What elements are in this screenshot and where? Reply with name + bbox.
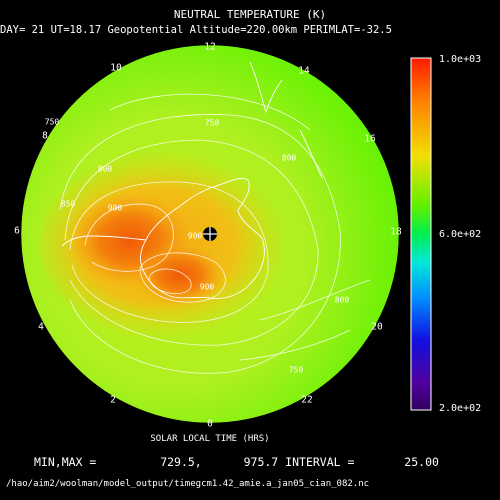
lt-label-16: 16 <box>364 133 376 145</box>
lt-label-4: 4 <box>38 321 44 333</box>
file-path: /hao/aim2/woolman/model_output/timegcm1.… <box>6 479 370 489</box>
contour-label: 750 <box>288 365 304 375</box>
lt-label-0: 0 <box>207 418 213 430</box>
contour-900b <box>139 252 226 303</box>
coast-fragment-right <box>299 129 323 179</box>
interval-value: 25.00 <box>404 455 439 469</box>
contour-750b <box>239 329 351 361</box>
lt-label-14: 14 <box>298 65 310 77</box>
stats-line: MIN,MAX = 729.5, 975.7 INTERVAL = 25.00 <box>34 456 439 468</box>
min-max-label: MIN,MAX = <box>34 455 97 469</box>
contour-800 <box>64 139 319 346</box>
interval-label: INTERVAL = <box>285 455 355 469</box>
contour-label: 900 <box>187 231 203 241</box>
contour-label: 800 <box>334 295 350 305</box>
contour-750 <box>59 114 341 374</box>
colorbar-mid-label: 6.0e+02 <box>439 229 482 240</box>
lt-label-12: 12 <box>204 41 216 53</box>
contour-850 <box>69 181 269 323</box>
colorbar-min-label: 2.0e+02 <box>439 403 482 414</box>
contour-950 <box>149 268 192 294</box>
hot-region-b <box>135 243 225 307</box>
contour-label: 900 <box>199 282 215 292</box>
contour-label: 750 <box>44 117 60 127</box>
contour-775 <box>109 93 311 131</box>
plot-subtitle: DAY= 21 UT=18.17 Geopotential Altitude=2… <box>0 24 392 36</box>
south-america-coast <box>249 61 283 114</box>
lt-label-10: 10 <box>110 62 122 74</box>
lt-label-6: 6 <box>14 225 20 237</box>
pole-marker <box>203 227 217 241</box>
peninsula-coast <box>61 235 147 247</box>
lt-label-22: 22 <box>301 394 313 406</box>
colorbar <box>410 57 432 411</box>
contour-lines <box>59 93 371 374</box>
min-value: 729.5, <box>160 455 202 469</box>
antarctica-coast <box>140 177 265 299</box>
lt-label-8: 8 <box>42 130 48 142</box>
colorbar-max-label: 1.0e+03 <box>439 54 482 65</box>
map-perimeter <box>20 44 400 424</box>
max-value: 975.7 <box>243 455 279 469</box>
coastlines <box>61 61 323 299</box>
lt-label-2: 2 <box>110 394 116 406</box>
contour-label: 750 <box>204 118 220 128</box>
contour-label: 800 <box>281 153 297 163</box>
contour-800b <box>259 279 371 321</box>
contour-label: 900 <box>107 203 123 213</box>
plot-title: NEUTRAL TEMPERATURE (K) <box>173 8 327 21</box>
contour-label: 800 <box>97 164 113 174</box>
x-axis-label: SOLAR LOCAL TIME (HRS) <box>150 434 270 444</box>
contour-label: 850 <box>60 199 76 209</box>
lt-label-20: 20 <box>371 321 383 333</box>
contour-900a <box>84 203 174 272</box>
lt-label-18: 18 <box>390 226 402 238</box>
